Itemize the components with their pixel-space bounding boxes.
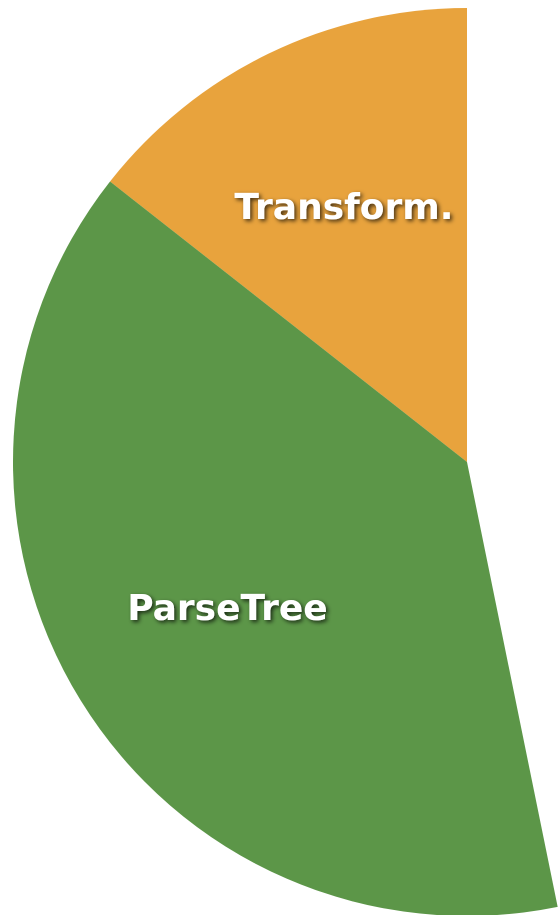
- slice-label: Transform.: [234, 187, 453, 228]
- pie-slice: [13, 181, 558, 915]
- pie-slice: [110, 8, 467, 462]
- slices: [13, 8, 558, 915]
- slice-label: ParseTree: [127, 588, 328, 629]
- labels: Transform. ParseTree: [127, 187, 453, 629]
